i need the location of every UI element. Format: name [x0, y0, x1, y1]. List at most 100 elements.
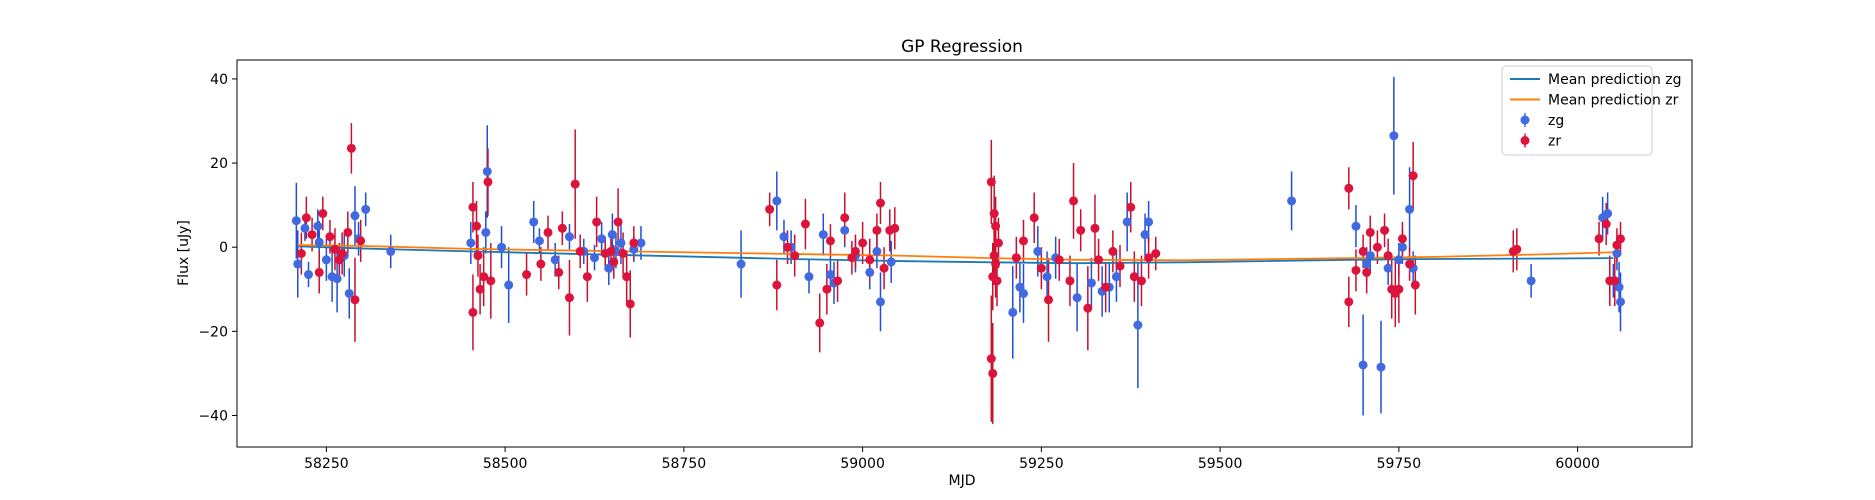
chart-title: GP Regression [901, 37, 1023, 57]
zg-point [607, 230, 617, 240]
zr-point [356, 236, 366, 246]
zr-point [1083, 303, 1093, 313]
y-tick-label: 0 [219, 240, 228, 256]
zr-point [1512, 244, 1522, 254]
zg-point [534, 236, 544, 246]
zg-point [886, 257, 896, 267]
zg-point [818, 230, 828, 240]
zr-point [1410, 280, 1420, 290]
zr-point [1144, 253, 1154, 263]
zr-point [522, 270, 532, 280]
zr-point [992, 276, 1002, 286]
zr-point [1029, 213, 1039, 223]
mean-prediction-line-zr [297, 244, 1614, 262]
zr-point [1408, 171, 1418, 181]
zg-point [636, 238, 646, 248]
axes-frame [236, 59, 1693, 448]
zr-point [1115, 261, 1125, 271]
legend-label: zg [1548, 113, 1564, 129]
zg-point [564, 232, 574, 242]
plot-area [237, 60, 1692, 447]
legend-box [1501, 65, 1653, 156]
zr-point [350, 295, 360, 305]
zr-point [1018, 236, 1028, 246]
zr-point [1036, 263, 1046, 273]
zg-point [840, 225, 850, 235]
zr-point [1344, 297, 1354, 307]
zr-point [1094, 255, 1104, 265]
zg-point [872, 246, 882, 256]
zr-point [1372, 242, 1382, 252]
zg-point [604, 263, 614, 273]
zr-point [307, 230, 317, 240]
x-tick-label: 59000 [840, 456, 885, 472]
axes-background [237, 60, 1692, 447]
zr-point [622, 272, 632, 282]
zg-point [1042, 272, 1052, 282]
zg-point [1376, 362, 1386, 372]
zr-point [318, 209, 328, 219]
zr-point [592, 217, 602, 227]
x-axis-label: MJD [949, 473, 976, 489]
zr-point [479, 272, 489, 282]
zg-point [1389, 131, 1399, 141]
zr-point [890, 223, 900, 233]
zr-point [609, 257, 619, 267]
zr-point [301, 213, 311, 223]
zg-point [825, 270, 835, 280]
zg-point [321, 255, 331, 265]
zr-point [543, 227, 553, 237]
zr-point [468, 202, 478, 212]
zr-point [989, 209, 999, 219]
zg-point [1086, 278, 1096, 288]
zr-point [472, 221, 482, 231]
zr-point [1394, 284, 1404, 294]
zg-point [875, 297, 885, 307]
zr-point [800, 219, 810, 229]
zr-point [1090, 223, 1100, 233]
zr-point [1044, 295, 1054, 305]
zg-point [300, 223, 310, 233]
zg-point [529, 217, 539, 227]
zr-point [1397, 234, 1407, 244]
zr-point [1108, 246, 1118, 256]
legend-marker-swatch [1520, 115, 1530, 125]
zg-point [589, 253, 599, 263]
zr-point [865, 255, 875, 265]
zr-point [613, 217, 623, 227]
zr-point [557, 223, 567, 233]
zr-point [1129, 272, 1139, 282]
zr-point [1351, 265, 1361, 275]
zr-point [1101, 282, 1111, 292]
zg-point [779, 232, 789, 242]
legend-label: Mean prediction zr [1548, 93, 1679, 109]
x-tick-label: 59750 [1377, 456, 1422, 472]
zg-point [1616, 297, 1626, 307]
zg-point [303, 270, 313, 280]
zr-point [1601, 219, 1611, 229]
zr-point [989, 251, 999, 261]
zr-point [570, 179, 580, 189]
mean-prediction-line-zg [297, 245, 1614, 265]
zr-point [554, 267, 564, 277]
zr-point [765, 204, 775, 214]
zg-point [293, 259, 303, 269]
zr-point [330, 244, 340, 254]
zg-point [629, 244, 639, 254]
zr-point [840, 213, 850, 223]
zg-point [1133, 320, 1143, 330]
zr-point [1405, 259, 1415, 269]
zg-point [616, 238, 626, 248]
zg-point [804, 272, 814, 282]
legend-label: Mean prediction zg [1548, 72, 1682, 88]
zr-point [1610, 276, 1620, 286]
zg-point [1111, 272, 1121, 282]
zg-point [1358, 360, 1368, 370]
zg-point [865, 267, 875, 277]
zr-point [475, 284, 485, 294]
x-tick-label: 58750 [662, 456, 707, 472]
zr-point [575, 246, 585, 256]
zg-point [481, 227, 491, 237]
zr-point [582, 272, 592, 282]
zg-point [1612, 249, 1622, 258]
